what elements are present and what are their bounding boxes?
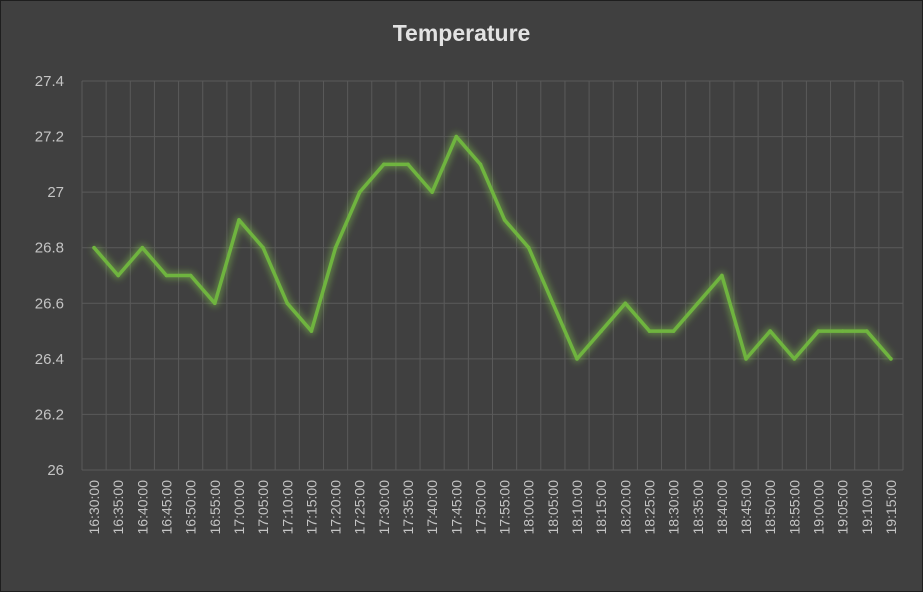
x-tick-label: 18:25:00: [641, 480, 657, 535]
x-tick-label: 17:45:00: [448, 480, 464, 535]
data-point: [575, 357, 579, 361]
x-tick-label: 17:30:00: [376, 480, 392, 535]
x-tick-label: 18:35:00: [690, 480, 706, 535]
x-tick-label: 16:30:00: [86, 480, 102, 535]
x-tick-label: 17:50:00: [472, 480, 488, 535]
data-point: [454, 134, 459, 139]
x-tick-label: 18:30:00: [666, 480, 682, 535]
x-tick-label: 18:50:00: [762, 480, 778, 535]
x-tick-label: 16:35:00: [110, 480, 126, 535]
x-tick-label: 17:10:00: [279, 480, 295, 535]
data-point: [478, 162, 483, 167]
x-tick-label: 19:00:00: [810, 480, 826, 535]
data-point: [285, 301, 290, 306]
x-tick-label: 18:20:00: [617, 480, 633, 535]
x-tick-label: 17:55:00: [497, 480, 513, 535]
data-point: [599, 329, 603, 333]
data-point: [840, 329, 845, 333]
x-tick-label: 16:55:00: [207, 480, 223, 535]
x-tick-label: 17:05:00: [255, 480, 271, 535]
x-tick-label: 18:05:00: [545, 480, 561, 535]
data-point: [551, 301, 555, 306]
y-tick-label: 27.2: [35, 129, 64, 146]
data-point: [695, 301, 700, 306]
x-tick-label: 18:40:00: [714, 480, 730, 535]
data-points: [92, 134, 893, 361]
x-tick-label: 17:15:00: [303, 480, 319, 535]
data-point: [309, 329, 314, 333]
data-point: [92, 245, 96, 250]
x-tick-label: 18:10:00: [569, 480, 585, 535]
x-tick-label: 16:40:00: [134, 480, 150, 535]
data-point: [333, 245, 338, 250]
series-layer: [91, 133, 894, 363]
x-tick-label: 17:00:00: [231, 480, 247, 535]
data-point: [768, 329, 772, 333]
y-tick-label: 27: [47, 184, 64, 201]
x-tick-label: 19:10:00: [859, 480, 875, 535]
y-tick-label: 26.6: [35, 295, 64, 312]
x-tick-label: 16:45:00: [159, 480, 175, 535]
data-point: [116, 273, 121, 278]
data-point: [164, 273, 169, 278]
data-point: [526, 245, 531, 250]
y-tick-label: 26.4: [35, 351, 64, 368]
x-tick-label: 18:15:00: [593, 480, 609, 535]
data-point: [623, 301, 628, 306]
data-point: [864, 329, 869, 333]
x-tick-label: 17:20:00: [328, 480, 344, 535]
data-point: [430, 190, 434, 194]
y-tick-label: 26.8: [35, 240, 64, 257]
x-axis-ticks: 16:30:00 16:35:00 16:40:00 16:45:00 16:50:00…: [86, 480, 899, 535]
x-tick-label: 18:55:00: [786, 480, 802, 535]
data-point: [382, 162, 386, 167]
y-tick-label: 27.4: [35, 73, 64, 90]
series-line: [92, 134, 893, 361]
data-point: [188, 273, 193, 278]
x-tick-label: 17:25:00: [352, 480, 368, 535]
data-point: [406, 162, 410, 167]
data-point: [261, 245, 265, 250]
data-point: [140, 245, 145, 250]
x-tick-label: 16:50:00: [183, 480, 199, 535]
x-tick-label: 17:40:00: [424, 480, 440, 535]
chart-title: Temperature: [392, 20, 531, 46]
data-point: [792, 357, 797, 361]
x-tick-label: 19:05:00: [835, 480, 851, 535]
data-point: [816, 329, 821, 333]
data-point: [744, 357, 748, 361]
x-tick-label: 17:35:00: [400, 480, 416, 535]
data-point: [213, 301, 217, 306]
x-tick-label: 19:15:00: [883, 480, 899, 535]
x-tick-label: 18:00:00: [521, 480, 537, 535]
gridlines: [81, 80, 904, 471]
x-tick-label: 18:45:00: [738, 480, 754, 535]
y-tick-label: 26.2: [35, 406, 64, 423]
data-point: [647, 329, 652, 333]
y-axis-ticks: 26 26.2 26.4 26.6 26.8 27 27.2 27.4: [35, 73, 64, 479]
data-point: [671, 329, 676, 333]
data-point: [720, 273, 724, 278]
y-tick-label: 26: [47, 462, 64, 479]
data-point: [502, 218, 507, 222]
data-point: [237, 218, 241, 222]
data-point: [889, 357, 893, 361]
data-point: [357, 190, 362, 194]
